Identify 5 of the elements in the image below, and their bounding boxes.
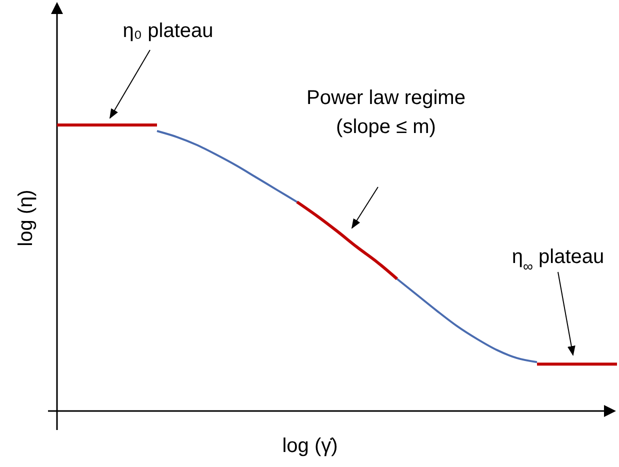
text: η₀ plateau	[122, 20, 214, 42]
annotation: Power law regime (slope ≤ m)	[306, 87, 466, 138]
y-axis-title: log (η)	[15, 190, 37, 246]
x-axis-title: log (γ̇)	[282, 435, 338, 457]
annotation: η$_{∞}$ plateau	[512, 246, 604, 274]
